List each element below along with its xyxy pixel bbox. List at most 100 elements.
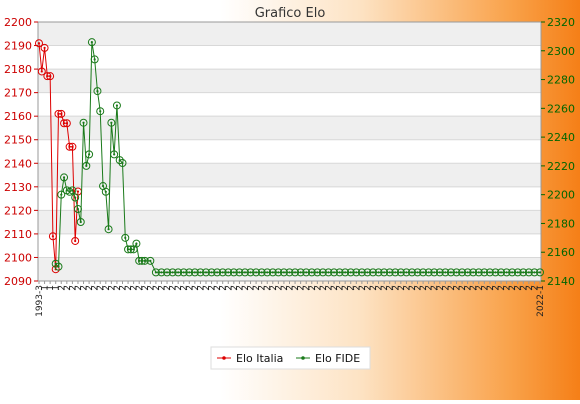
x-tick-label: 2	[124, 285, 134, 291]
x-tick-label: 2	[91, 285, 101, 291]
data-point-elo-fide	[291, 268, 300, 277]
x-tick-label: 2	[102, 285, 112, 291]
x-tick-label: 2	[280, 285, 290, 291]
x-tick-label: 2	[453, 285, 463, 291]
data-point-elo-italia	[68, 142, 77, 151]
x-tick-label: 2	[369, 285, 379, 291]
x-tick-label: 2	[208, 285, 218, 291]
data-point-dot-elo-fide	[71, 189, 74, 192]
data-point-dot-elo-fide	[171, 271, 174, 274]
data-point-elo-fide	[419, 268, 428, 277]
data-point-dot-elo-fide	[449, 271, 453, 274]
x-tick-label: 2	[530, 285, 540, 291]
x-tick-label: 2	[375, 285, 385, 291]
data-point-dot-elo-fide	[255, 271, 258, 274]
x-tick-label: 2	[297, 285, 307, 291]
x-tick-label: 2	[269, 285, 279, 291]
data-point-elo-fide	[452, 268, 461, 277]
data-point-elo-fide	[229, 268, 238, 277]
data-point-dot-elo-fide	[332, 271, 336, 274]
data-point-dot-elo-fide	[210, 271, 213, 274]
right-y-axis: 2140 2160 2180 2200 2220 2240 2260 2280 2300 2320	[541, 16, 575, 288]
right-tick-label: 2220	[547, 160, 575, 173]
right-tick-label: 2200	[547, 189, 575, 202]
x-tick-label: 2	[185, 285, 195, 291]
data-point-elo-fide	[68, 186, 77, 195]
data-point-elo-fide	[93, 87, 102, 96]
x-tick-label: 2	[163, 285, 173, 291]
data-point-dot-elo-italia	[40, 70, 43, 73]
x-tick-label: 2	[380, 285, 390, 291]
data-point-elo-fide	[118, 159, 127, 168]
data-point-elo-fide	[324, 268, 333, 277]
right-tick-label: 2260	[547, 102, 575, 115]
data-point-dot-elo-fide	[377, 271, 380, 274]
data-point-dot-elo-fide	[96, 89, 99, 93]
data-point-dot-elo-fide	[349, 271, 352, 274]
left-y-axis: 2090 2100 2110 2120 2130 2140 2150 2160 2170 2180…	[4, 16, 38, 288]
data-point-elo-fide	[480, 268, 489, 277]
x-axis: 1993-31112222222222222222222222222222222…	[35, 281, 546, 317]
data-point-elo-fide	[380, 268, 389, 277]
data-point-elo-fide	[263, 268, 272, 277]
data-point-elo-fide	[519, 268, 528, 277]
x-tick-label: 2	[230, 285, 240, 291]
data-point-elo-fide	[497, 268, 506, 277]
data-point-dot-elo-fide	[101, 184, 105, 188]
x-tick-label: 2	[397, 285, 407, 291]
chart-title: Grafico Elo	[255, 6, 326, 21]
series-elo-italia	[35, 39, 82, 274]
data-point-elo-fide	[402, 268, 411, 277]
data-point-dot-elo-fide	[371, 271, 375, 274]
data-point-dot-elo-fide	[238, 271, 241, 274]
data-point-dot-elo-fide	[388, 271, 391, 274]
data-point-elo-fide	[391, 268, 400, 277]
x-tick-label: 2	[63, 285, 73, 291]
left-tick-label: 2140	[4, 157, 32, 170]
x-tick-label: 2	[402, 285, 412, 291]
data-point-dot-elo-fide	[488, 271, 491, 274]
x-tick-label: 2	[146, 285, 156, 291]
data-point-elo-fide	[51, 259, 60, 268]
data-point-dot-elo-fide	[460, 271, 464, 274]
data-point-dot-elo-fide	[79, 220, 82, 224]
x-tick-label: 2	[330, 285, 340, 291]
x-tick-label: 2	[514, 285, 524, 291]
data-point-dot-elo-fide	[422, 271, 425, 274]
legend-marker	[222, 356, 226, 360]
data-point-dot-elo-fide	[466, 271, 469, 274]
right-tick-label: 2300	[547, 45, 575, 58]
x-tick-label: 2	[313, 285, 323, 291]
data-point-dot-elo-italia	[49, 75, 52, 78]
data-point-dot-elo-fide	[527, 271, 530, 274]
data-point-dot-elo-fide	[121, 161, 124, 165]
data-point-dot-elo-fide	[282, 271, 286, 274]
data-point-dot-elo-fide	[160, 271, 163, 274]
data-point-elo-fide	[240, 268, 249, 277]
data-point-elo-fide	[413, 268, 422, 277]
x-tick-label: 2022-1	[536, 285, 546, 317]
data-point-elo-fide	[57, 190, 66, 199]
data-point-dot-elo-fide	[266, 271, 269, 274]
data-point-dot-elo-fide	[132, 248, 135, 251]
left-tick-label: 2130	[4, 181, 32, 194]
data-point-elo-fide	[524, 268, 533, 277]
data-point-dot-elo-italia	[37, 42, 41, 45]
x-tick-label: 2	[408, 285, 418, 291]
data-point-dot-elo-fide	[110, 121, 113, 124]
data-point-dot-elo-fide	[344, 271, 347, 274]
data-point-elo-fide	[330, 268, 339, 277]
right-tick-label: 2180	[547, 217, 575, 230]
x-tick-label: 2	[341, 285, 351, 291]
data-point-dot-elo-fide	[60, 193, 63, 196]
data-point-dot-elo-fide	[260, 271, 263, 274]
data-point-dot-elo-fide	[399, 271, 402, 274]
x-tick-label: 2	[508, 285, 518, 291]
data-point-dot-elo-fide	[416, 271, 419, 274]
data-point-elo-fide	[146, 256, 155, 265]
data-point-elo-fide	[385, 268, 394, 277]
grid-band	[38, 210, 541, 234]
x-tick-label: 2	[68, 285, 78, 291]
data-point-dot-elo-fide	[124, 236, 127, 239]
